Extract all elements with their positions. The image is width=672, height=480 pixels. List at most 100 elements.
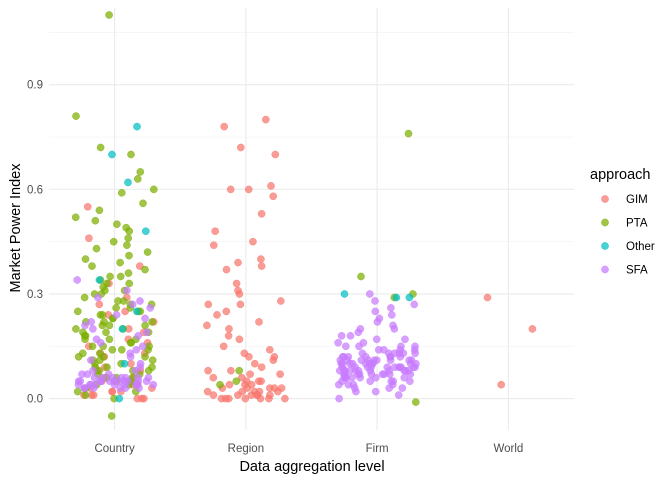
data-point-sfa xyxy=(372,335,381,344)
data-point-sfa xyxy=(134,377,142,386)
data-point-sfa xyxy=(411,349,419,358)
data-point-pta xyxy=(103,363,111,372)
data-point-gim xyxy=(204,366,212,375)
data-point-pta xyxy=(81,335,89,344)
data-point-pta xyxy=(96,143,105,152)
data-point-pta xyxy=(74,307,82,316)
data-point-sfa xyxy=(134,331,142,340)
data-point-sfa xyxy=(348,359,357,368)
data-point-gim xyxy=(203,321,211,330)
data-point-gim xyxy=(226,185,235,194)
data-point-sfa xyxy=(136,297,144,305)
data-point-pta xyxy=(136,168,145,176)
data-point-gim xyxy=(85,234,93,242)
data-point-sfa xyxy=(94,293,102,302)
data-point-pta xyxy=(105,11,113,19)
data-point-pta xyxy=(139,199,147,208)
data-point-gim xyxy=(257,209,266,218)
data-point-pta xyxy=(74,352,83,361)
data-point-other xyxy=(340,290,349,298)
data-point-sfa xyxy=(144,373,153,382)
data-point-pta xyxy=(81,391,90,399)
data-point-gim xyxy=(255,387,264,396)
data-point-sfa xyxy=(341,366,349,375)
data-point-gim xyxy=(209,391,218,399)
data-point-pta xyxy=(216,380,224,389)
data-point-other xyxy=(95,276,104,284)
data-point-pta xyxy=(80,293,89,302)
data-point-sfa xyxy=(401,335,409,344)
data-point-sfa xyxy=(374,345,383,354)
data-point-sfa xyxy=(385,370,394,379)
data-point-gim xyxy=(267,182,275,190)
data-point-sfa xyxy=(385,384,394,392)
data-point-sfa xyxy=(78,370,86,379)
data-point-sfa xyxy=(96,377,105,386)
data-point-sfa xyxy=(352,387,360,396)
data-point-sfa xyxy=(371,387,380,396)
data-point-sfa xyxy=(406,370,415,379)
data-point-pta xyxy=(118,345,126,354)
data-point-sfa xyxy=(337,331,346,340)
data-point-sfa xyxy=(105,377,114,386)
data-point-sfa xyxy=(341,342,350,351)
data-point-sfa xyxy=(358,349,367,358)
data-point-sfa xyxy=(334,380,343,389)
data-point-sfa xyxy=(406,377,414,386)
data-point-pta xyxy=(144,366,153,375)
data-point-gim xyxy=(265,394,273,403)
data-point-gim xyxy=(247,380,256,389)
data-point-sfa xyxy=(337,359,346,368)
data-point-pta xyxy=(81,255,90,263)
data-point-pta xyxy=(95,206,104,215)
data-point-gim xyxy=(211,227,219,235)
data-point-pta xyxy=(72,112,80,120)
legend-key-other xyxy=(601,242,609,250)
data-point-pta xyxy=(113,220,121,228)
data-point-sfa xyxy=(142,328,151,337)
data-point-gim xyxy=(244,185,253,194)
data-point-other xyxy=(133,307,141,316)
data-point-sfa xyxy=(346,331,355,340)
data-point-pta xyxy=(71,213,80,222)
data-point-gim xyxy=(238,387,246,396)
x-tick-label: Firm xyxy=(366,443,389,455)
data-point-pta xyxy=(116,272,125,281)
data-point-gim xyxy=(222,307,231,316)
data-point-pta xyxy=(91,216,100,225)
data-point-sfa xyxy=(354,328,363,337)
data-point-sfa xyxy=(86,380,95,389)
data-point-sfa xyxy=(398,384,407,392)
data-point-gim xyxy=(213,311,221,319)
data-point-pta xyxy=(125,279,133,288)
data-point-sfa xyxy=(365,290,374,298)
data-point-gim xyxy=(121,307,129,316)
data-point-gim xyxy=(241,394,250,403)
data-point-sfa xyxy=(373,318,382,326)
y-axis-title: Market Power Index xyxy=(8,163,24,293)
data-point-gim xyxy=(221,394,230,403)
data-point-other xyxy=(141,227,150,235)
data-point-pta xyxy=(73,387,82,396)
data-points xyxy=(71,11,537,420)
data-point-gim xyxy=(255,318,263,326)
data-point-pta xyxy=(125,227,133,235)
data-point-pta xyxy=(105,321,114,330)
data-point-gim xyxy=(235,290,244,298)
data-point-pta xyxy=(143,248,152,256)
data-point-pta xyxy=(126,338,135,347)
grid-lines xyxy=(49,8,574,430)
data-point-pta xyxy=(96,356,104,365)
data-point-sfa xyxy=(371,307,380,316)
data-point-gim xyxy=(236,143,245,152)
data-point-gim xyxy=(257,363,266,372)
data-point-other xyxy=(405,293,414,302)
data-point-gim xyxy=(528,325,537,333)
data-point-sfa xyxy=(387,311,396,319)
x-axis-title: Data aggregation level xyxy=(239,459,384,475)
data-point-pta xyxy=(123,241,131,249)
data-point-sfa xyxy=(138,342,147,351)
data-point-gim xyxy=(219,342,228,351)
y-tick-label: 0.0 xyxy=(27,394,43,406)
legend-items: GIM PTA Other SFA xyxy=(601,194,655,277)
